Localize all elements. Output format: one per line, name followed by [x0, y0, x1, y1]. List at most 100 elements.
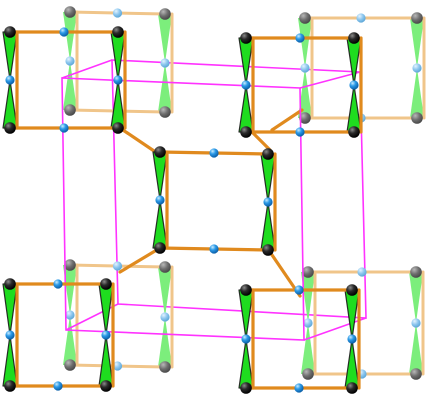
metal-polyhedron	[344, 289, 360, 340]
blue-node	[5, 330, 15, 340]
black-node	[159, 261, 171, 273]
black-node	[4, 380, 16, 392]
blue-node	[349, 80, 359, 90]
blue-node	[295, 127, 305, 137]
unit-cell-front	[61, 59, 367, 341]
unit-cell-back-face	[111, 59, 367, 319]
blue-node	[59, 123, 69, 133]
black-node	[64, 104, 76, 116]
black-node	[240, 382, 252, 394]
black-node	[346, 284, 358, 296]
black-node	[100, 278, 112, 290]
black-node	[299, 112, 311, 124]
blue-node	[347, 334, 357, 344]
black-node	[64, 359, 76, 371]
blue-node	[303, 318, 313, 328]
metal-polyhedron	[301, 323, 315, 374]
blue-node	[101, 330, 111, 340]
blue-node	[59, 27, 69, 37]
metal-polyhedron	[63, 315, 77, 365]
black-node	[112, 122, 124, 134]
blue-node	[113, 75, 123, 85]
metal-polyhedron	[346, 37, 362, 86]
metal-polyhedron	[63, 61, 77, 110]
metal-polyhedron	[98, 334, 114, 387]
blue-node	[241, 80, 251, 90]
back-cages-layer	[63, 6, 426, 380]
blue-node	[357, 267, 367, 277]
black-node	[240, 284, 252, 296]
black-node	[410, 266, 422, 278]
blue-node	[300, 63, 310, 73]
black-node	[240, 32, 252, 44]
black-node	[100, 380, 112, 392]
blue-node	[209, 148, 219, 158]
blue-node	[294, 285, 304, 295]
metal-polyhedron	[238, 289, 254, 340]
cage	[152, 146, 277, 256]
metal-polyhedron	[158, 14, 172, 63]
black-node	[154, 242, 166, 254]
metal-polyhedron	[63, 12, 77, 61]
blue-node	[412, 63, 422, 73]
metal-polyhedron	[410, 68, 424, 118]
black-node	[4, 278, 16, 290]
metal-polyhedron	[2, 31, 18, 81]
blue-node	[5, 75, 15, 85]
metal-polyhedron	[344, 338, 360, 389]
blue-node	[65, 56, 75, 66]
cage	[2, 278, 115, 392]
metal-polyhedron	[238, 338, 254, 389]
blue-node	[155, 195, 165, 205]
metal-polyhedron	[238, 37, 254, 86]
metal-polyhedron	[2, 79, 18, 129]
blue-node	[160, 58, 170, 68]
blue-node	[241, 334, 251, 344]
black-node	[302, 266, 314, 278]
black-node	[410, 368, 422, 380]
black-node	[302, 368, 314, 380]
black-node	[154, 146, 166, 158]
metal-polyhedron	[2, 334, 18, 387]
metal-polyhedron	[298, 68, 312, 118]
faded-cage	[301, 266, 425, 380]
metal-polyhedron	[2, 283, 18, 336]
metal-polyhedron	[98, 283, 114, 336]
blue-node	[112, 261, 123, 271]
blue-node	[112, 361, 123, 371]
blue-node	[53, 279, 63, 289]
metal-polyhedron	[152, 151, 168, 201]
metal-polyhedron	[63, 265, 77, 315]
metal-polyhedron	[409, 272, 423, 323]
blue-node	[295, 33, 305, 43]
black-node	[299, 12, 311, 24]
blue-node	[263, 197, 273, 207]
black-node	[159, 106, 171, 118]
faded-cage	[63, 259, 174, 373]
black-node	[262, 244, 274, 256]
metal-polyhedron	[298, 18, 312, 68]
metal-polyhedron	[158, 317, 172, 367]
metal-polyhedron	[260, 153, 276, 203]
black-node	[262, 148, 274, 160]
front-cages-layer	[2, 26, 363, 394]
metal-polyhedron	[158, 267, 172, 317]
blue-node	[112, 8, 123, 18]
metal-polyhedron	[301, 272, 315, 323]
black-node	[4, 26, 16, 38]
blue-node	[209, 244, 219, 254]
blue-node	[53, 381, 63, 391]
black-node	[159, 8, 171, 20]
black-node	[159, 361, 171, 373]
cage	[2, 26, 127, 134]
black-node	[4, 122, 16, 134]
cage	[238, 284, 361, 394]
black-node	[411, 12, 423, 24]
metal-polyhedron	[409, 323, 423, 374]
black-node	[64, 259, 76, 271]
blue-node	[65, 310, 75, 320]
black-node	[348, 32, 360, 44]
black-node	[411, 112, 423, 124]
